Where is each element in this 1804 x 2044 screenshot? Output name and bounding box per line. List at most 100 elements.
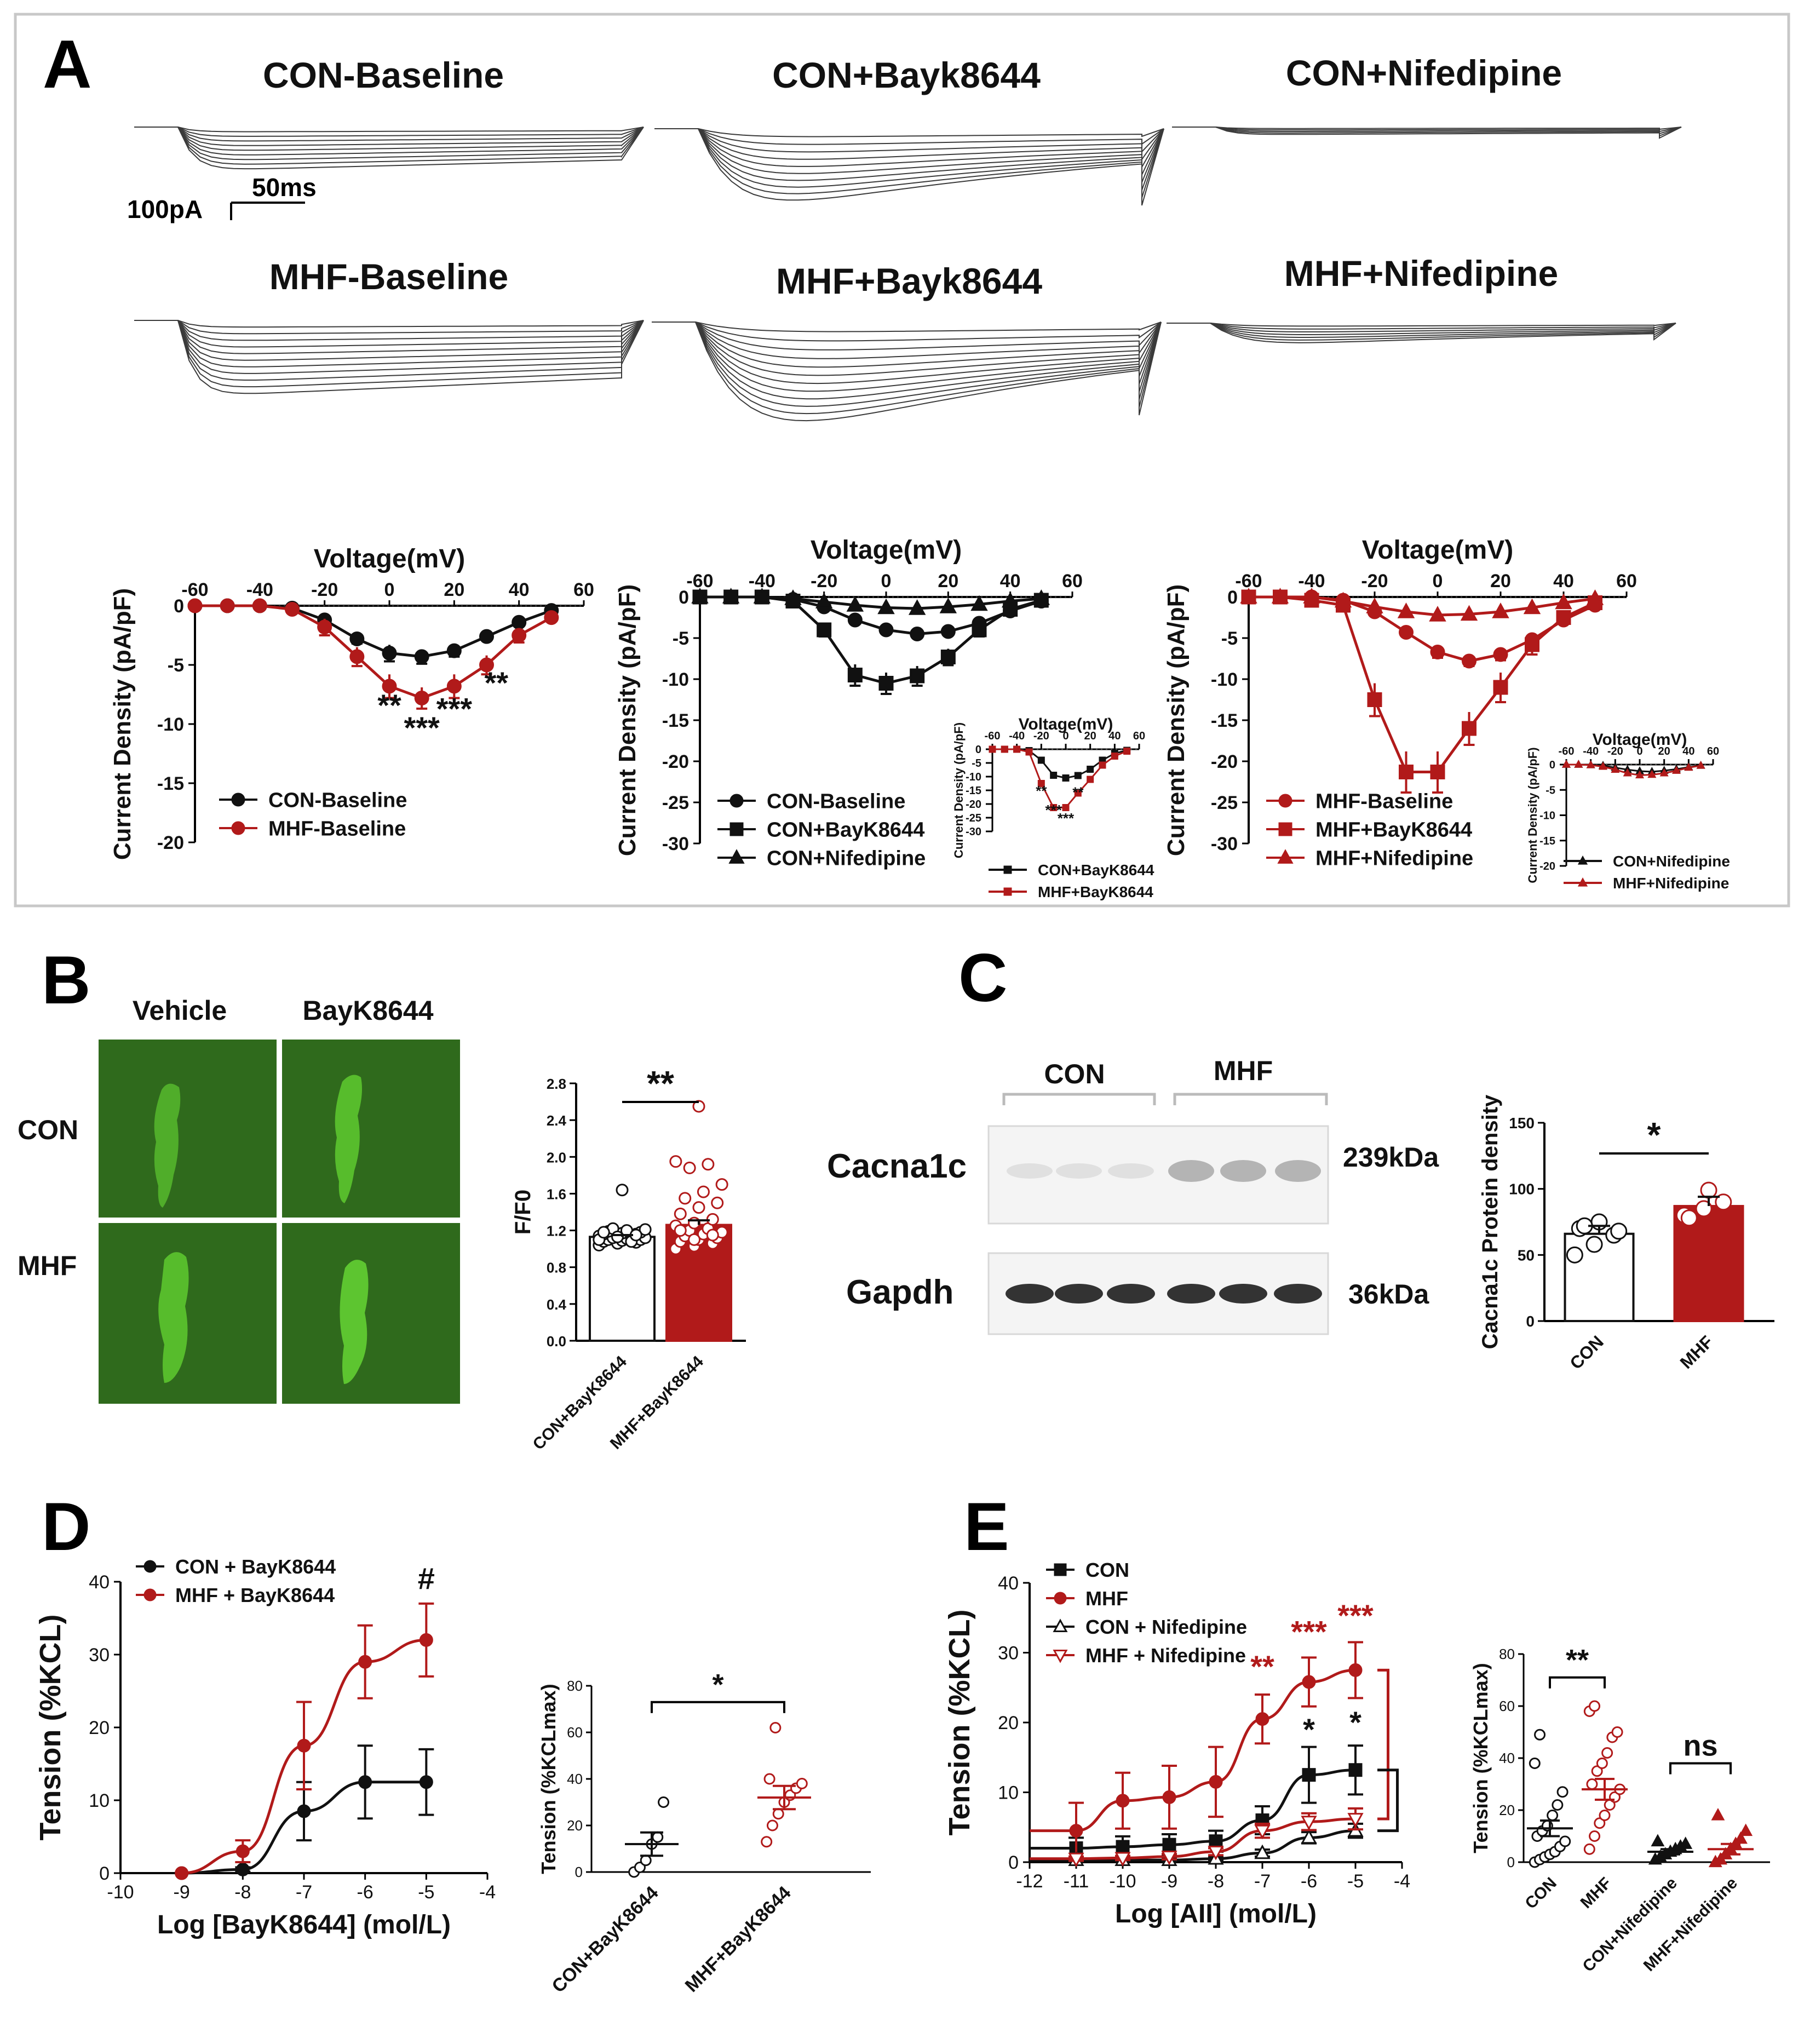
data-point bbox=[1651, 1834, 1665, 1847]
y-tick-label: -10 bbox=[662, 669, 689, 690]
significance-label: ns bbox=[1683, 1730, 1717, 1762]
current-trace bbox=[134, 320, 644, 328]
data-point bbox=[674, 1207, 687, 1220]
current-trace bbox=[652, 321, 1162, 342]
data-point bbox=[1162, 1838, 1176, 1852]
current-trace bbox=[654, 128, 1164, 206]
band-gapdh bbox=[1107, 1284, 1155, 1304]
x-axis-title: Voltage(mV) bbox=[1593, 731, 1687, 749]
band-gapdh bbox=[1274, 1284, 1322, 1304]
legend-label: CON+BayK8644 bbox=[767, 818, 924, 841]
data-point bbox=[1161, 1850, 1177, 1865]
current-trace bbox=[654, 128, 1164, 162]
current-trace bbox=[1172, 127, 1682, 137]
y-tick-label: 0 bbox=[1227, 587, 1238, 608]
significance-label: * bbox=[1647, 1115, 1661, 1155]
x-tick-label: -20 bbox=[1607, 745, 1623, 757]
panel-letter-a: A bbox=[43, 27, 92, 102]
data-point bbox=[1696, 760, 1705, 769]
data-point bbox=[1301, 1816, 1317, 1830]
current-trace bbox=[652, 321, 1162, 376]
annotation: * bbox=[1349, 1705, 1361, 1739]
y-tick-label: 0 bbox=[679, 587, 689, 608]
current-trace bbox=[134, 320, 644, 354]
data-point bbox=[772, 1808, 784, 1820]
data-point bbox=[1348, 1663, 1363, 1677]
y-tick-label: 50 bbox=[1518, 1247, 1535, 1264]
data-point bbox=[972, 622, 987, 638]
data-point bbox=[1700, 1181, 1717, 1199]
data-point bbox=[1366, 598, 1383, 613]
data-point bbox=[847, 612, 863, 628]
data-point bbox=[1430, 765, 1445, 779]
y-tick-label: -5 bbox=[1221, 628, 1238, 649]
data-point bbox=[679, 1192, 692, 1205]
data-point bbox=[1099, 761, 1106, 769]
legend-marker bbox=[231, 793, 245, 807]
y-axis-title: Current Density (pA/pF) bbox=[109, 588, 136, 860]
current-trace bbox=[654, 128, 1164, 198]
legend-label: CON-Baseline bbox=[268, 789, 407, 812]
protein-label-gapdh: Gapdh bbox=[846, 1273, 953, 1311]
panel-letter-b: B bbox=[42, 943, 91, 1018]
current-trace bbox=[654, 128, 1164, 153]
legend-label: CON-Baseline bbox=[767, 790, 905, 813]
y-tick-label: -25 bbox=[1211, 793, 1238, 813]
current-trace bbox=[134, 320, 644, 335]
x-axis-title: Voltage(mV) bbox=[314, 544, 465, 573]
annotation: ** bbox=[1250, 1649, 1274, 1684]
data-point bbox=[1598, 761, 1608, 770]
data-point bbox=[1347, 1813, 1364, 1828]
western-blot: CON MHF Cacna1c Gapdh 239kDa 36kDa bbox=[827, 1055, 1439, 1335]
calcium-images: Vehicle BayK8644 CON MHF bbox=[18, 995, 460, 1404]
data-point bbox=[910, 627, 925, 641]
data-point bbox=[297, 1738, 311, 1753]
data-point bbox=[1209, 1834, 1223, 1848]
x-tick-label: 20 bbox=[938, 571, 958, 592]
data-point bbox=[910, 668, 925, 684]
data-point bbox=[1074, 789, 1082, 797]
x-tick-label: -60 bbox=[1559, 745, 1575, 757]
current-trace bbox=[1167, 323, 1676, 343]
band-cacna1c bbox=[1168, 1160, 1214, 1182]
panel-letter-e: E bbox=[964, 1489, 1009, 1565]
x-tick-label: 20 bbox=[1658, 745, 1670, 757]
legend-label: CON + BayK8644 bbox=[175, 1555, 336, 1578]
data-point bbox=[1555, 593, 1572, 610]
x-tick-label: -5 bbox=[418, 1882, 434, 1903]
data-point bbox=[1334, 592, 1352, 608]
data-point bbox=[878, 622, 894, 638]
data-point bbox=[1001, 745, 1008, 753]
data-point bbox=[877, 598, 895, 615]
data-point bbox=[1635, 770, 1645, 779]
data-point bbox=[414, 690, 429, 705]
data-point bbox=[1399, 625, 1414, 640]
y-axis-title: Cacna1c Protein density bbox=[1478, 1094, 1502, 1349]
data-point bbox=[1715, 1193, 1732, 1211]
data-point bbox=[815, 593, 833, 608]
annotation: ** bbox=[1072, 784, 1084, 801]
x-tick-label: -7 bbox=[296, 1882, 312, 1903]
data-point bbox=[1462, 653, 1476, 669]
current-trace bbox=[652, 321, 1162, 384]
current-traces bbox=[134, 127, 1682, 422]
legend-marker bbox=[1278, 794, 1292, 808]
data-point bbox=[1074, 772, 1082, 779]
data-point bbox=[817, 622, 832, 638]
x-tick-label: -11 bbox=[1064, 1871, 1089, 1892]
data-point bbox=[1586, 760, 1595, 768]
x-tick-label: 40 bbox=[1682, 745, 1694, 757]
data-point bbox=[1523, 598, 1541, 615]
trace-title-mhf-baseline: MHF-Baseline bbox=[269, 256, 508, 297]
current-trace bbox=[1167, 323, 1676, 338]
row-label-con: CON bbox=[18, 1115, 78, 1145]
data-point bbox=[697, 1185, 710, 1198]
data-point bbox=[715, 1178, 728, 1191]
blot-group-mhf: MHF bbox=[1214, 1055, 1273, 1086]
data-point bbox=[688, 1233, 701, 1246]
legend-marker bbox=[1577, 877, 1588, 887]
data-point bbox=[1594, 1817, 1606, 1829]
data-point bbox=[382, 645, 397, 661]
legend-marker bbox=[1277, 849, 1294, 864]
